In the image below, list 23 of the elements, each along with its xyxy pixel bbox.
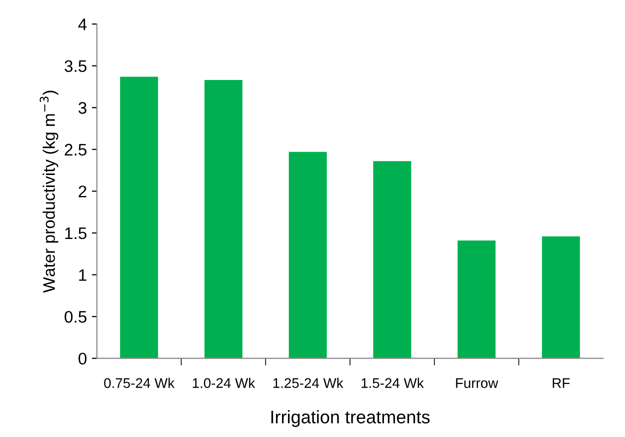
x-tick-label: 1.0-24 Wk [192, 378, 256, 388]
y-tick-label: 3.5 [64, 60, 86, 72]
y-tick-label: 4 [78, 18, 87, 30]
y-tick-label: 2 [78, 186, 86, 198]
bar [373, 161, 412, 358]
x-tick-label: 1.25-24 Wk [273, 378, 344, 388]
x-tick-label: 0.75-24 Wk [104, 378, 175, 388]
x-tick-label: 1.5-24 Wk [362, 378, 424, 388]
y-tick-label: 2.5 [64, 144, 86, 156]
bar [288, 152, 327, 358]
x-tick-label: RF [552, 378, 570, 388]
x-axis-title: Irrigation treatments [271, 410, 430, 428]
bar [542, 236, 580, 358]
y-tick-label: 0.5 [64, 310, 86, 323]
bar [458, 240, 496, 358]
y-tick-label: 1 [79, 269, 86, 281]
y-axis-title: Water productivity (kg m$^{−3}$) [40, 90, 58, 293]
y-tick-label: 1.5 [65, 228, 86, 240]
y-tick-label: 0 [78, 352, 86, 365]
y-tick-label: 3 [78, 102, 86, 114]
bar [120, 76, 158, 358]
x-tick-label: Furrow [456, 378, 498, 388]
bar [204, 80, 242, 358]
